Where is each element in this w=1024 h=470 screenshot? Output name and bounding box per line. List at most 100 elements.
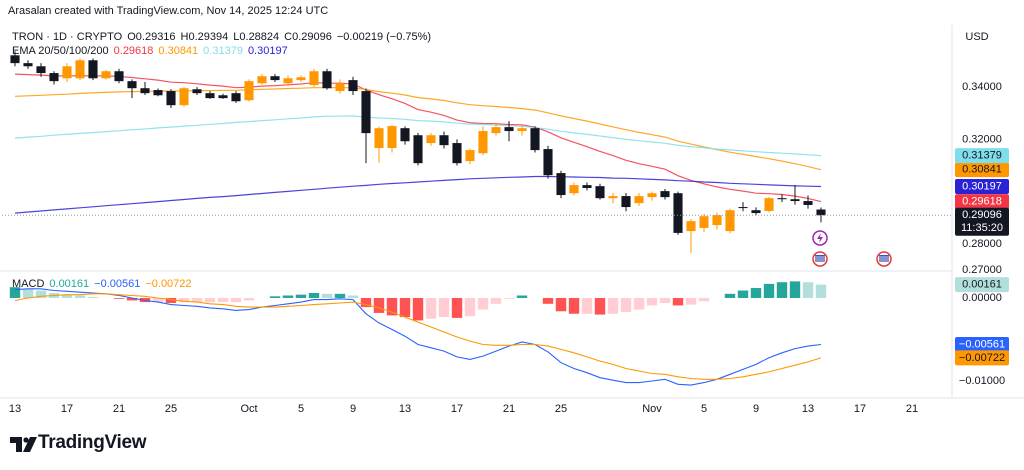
candle-body <box>790 199 800 202</box>
histogram-bar <box>477 297 489 310</box>
candle-body <box>49 73 59 82</box>
flag-stripes <box>815 256 825 262</box>
candle-body <box>88 60 98 79</box>
flag-glyph <box>879 255 889 262</box>
histogram-bar <box>269 296 281 298</box>
candle-body <box>361 91 371 134</box>
candle-body <box>10 55 20 64</box>
histogram-bar <box>451 297 463 318</box>
x-tick-label: 5 <box>701 403 707 415</box>
candle-body <box>231 93 241 102</box>
candle-body <box>647 193 657 198</box>
brand-name: TradingView <box>38 432 147 453</box>
candle-body <box>452 143 462 164</box>
x-tick-label: 13 <box>399 403 411 415</box>
ohlc-prefix: O <box>127 31 136 43</box>
brand-logo <box>10 437 37 452</box>
x-tick-label: 21 <box>113 403 125 415</box>
x-tick-label: 21 <box>503 403 515 415</box>
histogram-bar <box>646 297 658 306</box>
last-price-tag-bg <box>955 207 1009 236</box>
ema-price-tag-bg <box>955 148 1009 164</box>
histogram-bar <box>568 297 580 314</box>
candle-body <box>517 128 527 132</box>
candle-body <box>166 91 176 106</box>
candle-body <box>153 90 163 96</box>
histogram-bar <box>87 297 99 298</box>
candle-body <box>712 215 722 226</box>
candle-body <box>426 135 436 144</box>
x-tick-label: 9 <box>753 403 759 415</box>
candle-body <box>465 150 475 162</box>
macd-line <box>14 293 822 380</box>
histogram-bar <box>503 297 515 299</box>
candle-body <box>595 186 605 199</box>
ohlc-value: 0.29096 <box>292 31 332 43</box>
candle-body <box>764 198 774 211</box>
ema-line <box>14 73 822 203</box>
macd-tag-bg <box>955 337 1009 353</box>
histogram-bar <box>152 297 164 303</box>
x-tick-label: Nov <box>642 403 662 415</box>
candle-body <box>816 209 826 216</box>
candle-body <box>205 93 215 99</box>
histogram-bar <box>373 297 385 313</box>
histogram-bar <box>113 297 125 299</box>
candle-body <box>400 128 410 142</box>
histogram-bar <box>763 283 775 298</box>
candle-body <box>192 89 202 94</box>
histogram-bar <box>74 295 86 298</box>
y-tick-label: 0.28000 <box>962 238 1002 250</box>
histogram-bar <box>61 294 73 298</box>
countdown: 11:35:20 <box>961 222 1003 234</box>
ema-legend: EMA 20/50/100/200 0.29618 0.30841 0.31379 0.… <box>12 45 293 57</box>
histogram-bar <box>191 297 203 303</box>
ema-title: EMA 20/50/100/200 <box>12 45 109 57</box>
candle-body <box>244 81 254 101</box>
candle-body <box>36 66 46 74</box>
histogram-bar <box>399 297 411 318</box>
event-icons <box>812 230 892 267</box>
y-tick-label: 0.27000 <box>962 264 1002 276</box>
histogram-bar <box>724 293 736 298</box>
histogram-bar <box>815 284 827 298</box>
candle-body <box>530 128 540 151</box>
histogram-bar <box>516 295 528 298</box>
macd-tag-bg <box>955 350 1009 366</box>
candle-body <box>387 126 397 149</box>
y-tick-label: 0.32000 <box>962 133 1002 145</box>
x-tick-label: 25 <box>555 403 567 415</box>
histogram-bar <box>555 297 567 312</box>
candle-body <box>309 71 319 86</box>
histogram-bar <box>282 295 294 298</box>
histogram-bar <box>35 290 47 298</box>
ema-price-tag: 0.31379 <box>962 150 1002 162</box>
ohlc-prefix: H <box>180 31 189 43</box>
histogram-bar <box>542 297 554 304</box>
logo-mark <box>10 437 22 452</box>
candle-body <box>686 221 696 232</box>
histogram-bar <box>802 282 814 298</box>
ohlc-value: 0.29394 <box>188 31 229 43</box>
y-tick-label: 0.00000 <box>962 292 1002 304</box>
histogram-bar <box>698 297 710 302</box>
flag-glyph <box>815 255 825 262</box>
x-tick-label: Oct <box>240 403 257 415</box>
candle-body <box>140 88 150 94</box>
histogram-bar <box>438 297 450 318</box>
candle-body <box>777 198 787 200</box>
histogram-bar <box>672 297 684 306</box>
histogram-bar <box>776 282 788 298</box>
candle-body <box>218 95 228 99</box>
histogram-bar <box>243 297 255 301</box>
histogram-bar <box>737 290 749 298</box>
candle-body <box>322 71 332 89</box>
histogram-bar <box>178 297 190 303</box>
histogram-bar <box>412 297 424 321</box>
ema-value: 0.29618 <box>113 45 154 57</box>
histogram-bar <box>490 297 502 304</box>
x-tick-label: 17 <box>854 403 866 415</box>
macd-value: −0.00561 <box>94 278 141 290</box>
x-tick-label: 5 <box>298 403 304 415</box>
histogram-bar <box>607 297 619 314</box>
